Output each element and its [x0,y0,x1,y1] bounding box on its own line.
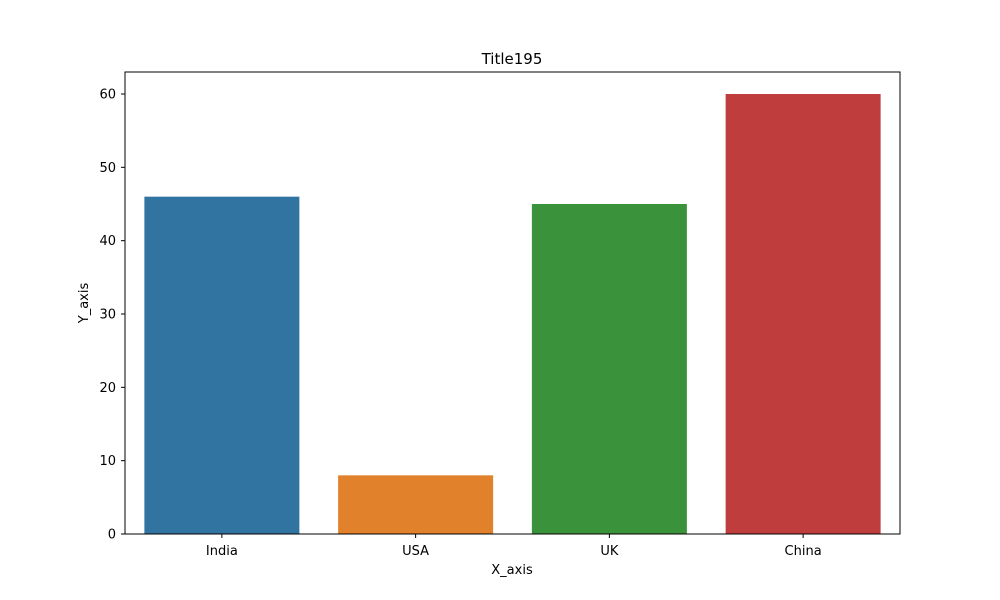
bar-china [725,94,881,534]
y-tick-label-10: 10 [99,454,116,469]
y-tick-label-40: 40 [99,234,116,249]
y-axis: 0 10 20 30 40 50 60 [99,88,125,543]
y-tick-label-30: 30 [99,308,116,323]
bar-uk [531,204,687,534]
bars-group [144,94,881,534]
bar-india [144,196,300,534]
y-tick-label-60: 60 [99,88,116,103]
x-tick-label-china: China [785,544,822,559]
x-axis: India USA UK China [206,534,822,559]
y-tick-label-0: 0 [108,528,116,543]
x-tick-label-uk: UK [600,544,619,559]
y-tick-label-20: 20 [99,381,116,396]
bar-usa [338,475,494,534]
x-tick-label-india: India [206,544,238,559]
y-axis-label: Y_axis [77,283,92,325]
y-tick-label-50: 50 [99,161,116,176]
x-tick-label-usa: USA [402,544,429,559]
plot-frame [124,71,901,535]
x-axis-label: X_axis [491,563,533,578]
chart-title: Title195 [481,50,543,68]
